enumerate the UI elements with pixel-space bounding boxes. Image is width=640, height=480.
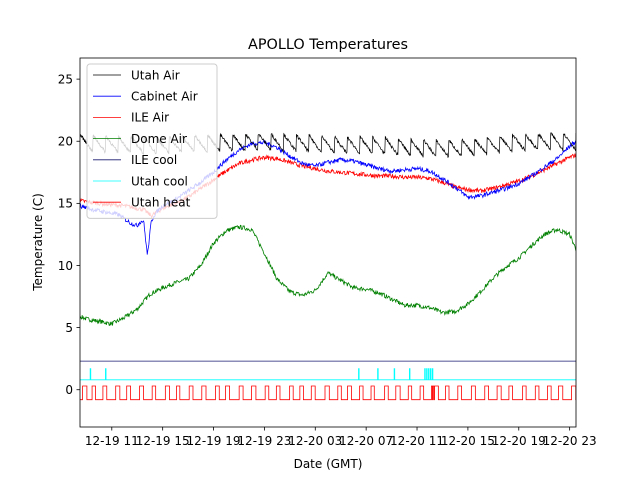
legend-label-ile-air: ILE Air	[131, 111, 169, 125]
x-tick-label: 12-20 23	[543, 434, 597, 448]
x-tick-label: 12-19 23	[237, 434, 291, 448]
legend-label-utah-air: Utah Air	[131, 68, 180, 82]
plot-frame	[79, 57, 577, 428]
y-tick-label: 25	[58, 72, 73, 86]
y-axis-label: Temperature (C)	[31, 193, 45, 292]
y-tick-label: 15	[58, 197, 73, 211]
legend-label-utah-cool: Utah cool	[131, 174, 188, 188]
y-tick-label: 0	[65, 383, 73, 397]
legend-label-utah-heat: Utah heat	[131, 196, 191, 210]
series-utah-cool	[80, 368, 576, 381]
y-tick-label: 10	[58, 259, 73, 273]
legend-label-dome-air: Dome Air	[131, 132, 187, 146]
x-tick-label: 12-20 15	[441, 434, 495, 448]
x-axis-label: Date (GMT)	[294, 457, 363, 471]
legend-label-cabinet-air: Cabinet Air	[131, 90, 198, 104]
x-tick-label: 12-19 15	[136, 434, 190, 448]
series-utah-heat	[80, 385, 576, 401]
x-tick-label: 12-19 19	[187, 434, 241, 448]
x-tick-label: 12-20 03	[288, 434, 342, 448]
x-tick-label: 12-20 19	[492, 434, 546, 448]
legend-label-ile-cool: ILE cool	[131, 153, 177, 167]
y-tick-label: 5	[65, 321, 73, 335]
x-tick-label: 12-20 07	[339, 434, 393, 448]
y-tick-label: 20	[58, 135, 73, 149]
legend: Utah Air Cabinet Air ILE Air Dome Air ILE co…	[86, 63, 218, 219]
x-tick-label: 12-20 11	[390, 434, 444, 448]
series-dome-air	[80, 224, 576, 326]
chart-title: APOLLO Temperatures	[248, 37, 408, 53]
x-tick-label: 12-19 11	[85, 434, 139, 448]
legend-box	[86, 63, 218, 219]
